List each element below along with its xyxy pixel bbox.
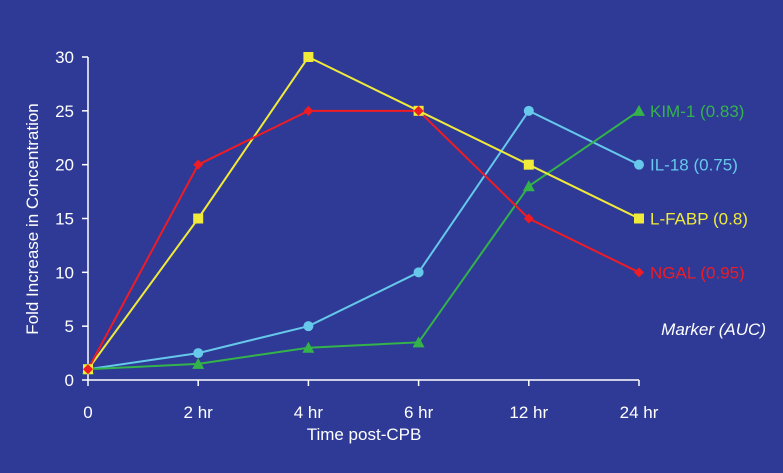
legend-label-kim-1: KIM-1 (0.83) (650, 102, 744, 121)
series-lines (87, 55, 640, 371)
legend-label-il-18: IL-18 (0.75) (650, 156, 738, 175)
y-axis-label: Fold Increase in Concentration (23, 103, 42, 335)
y-tick-label: 0 (65, 371, 74, 390)
y-tick-label: 30 (55, 48, 74, 67)
series-line-ngal (87, 109, 640, 370)
legend-label-l-fabp: L-FABP (0.8) (650, 210, 748, 229)
data-point-ngal (523, 213, 534, 224)
series-line-il-18 (87, 109, 640, 371)
data-point-kim-1 (633, 104, 645, 116)
data-point-il-18 (523, 105, 534, 116)
series-markers (82, 52, 645, 375)
legend-label-ngal: NGAL (0.95) (650, 263, 745, 282)
data-point-kim-1 (192, 357, 205, 369)
data-point-l-fabp (303, 52, 314, 62)
data-point-ngal (413, 105, 424, 116)
x-tick-label: 12 hr (509, 403, 548, 422)
y-tick-label: 10 (55, 263, 74, 282)
y-tick-label: 20 (55, 156, 74, 175)
legend-title: Marker (AUC) (661, 320, 766, 339)
data-point-l-fabp (634, 213, 644, 224)
legend: KIM-1 (0.83) IL-18 (0.75) L-FABP (0.8) NGAL… (650, 102, 748, 283)
chart-axes: 0 5 10 15 20 25 30 0 2 hr 4 hr 6 hr 12 hr 24 hr (55, 48, 659, 422)
data-point-il-18 (413, 267, 424, 278)
x-tick-label: 0 (83, 403, 92, 422)
data-point-ngal (193, 159, 204, 170)
data-point-kim-1 (522, 180, 535, 192)
data-point-kim-1 (412, 336, 425, 348)
data-point-l-fabp (193, 213, 204, 224)
x-tick-label: 6 hr (404, 403, 434, 422)
data-point-kim-1 (302, 341, 315, 353)
data-point-ngal (303, 105, 314, 116)
x-tick-label: 4 hr (294, 403, 324, 422)
data-point-il-18 (634, 159, 644, 170)
data-point-ngal (83, 364, 93, 375)
y-tick-label: 15 (55, 210, 74, 229)
y-tick-label: 5 (65, 317, 74, 336)
data-point-il-18 (303, 321, 314, 332)
x-tick-label: 24 hr (620, 403, 659, 422)
data-point-ngal (634, 267, 644, 278)
x-axis-label: Time post-CPB (307, 425, 422, 444)
x-tick-label: 2 hr (184, 403, 214, 422)
series-line-l-fabp (87, 55, 640, 370)
series-line-kim-1 (87, 110, 640, 371)
y-tick-label: 25 (55, 102, 74, 121)
data-point-il-18 (193, 348, 204, 359)
data-point-l-fabp (523, 159, 534, 170)
